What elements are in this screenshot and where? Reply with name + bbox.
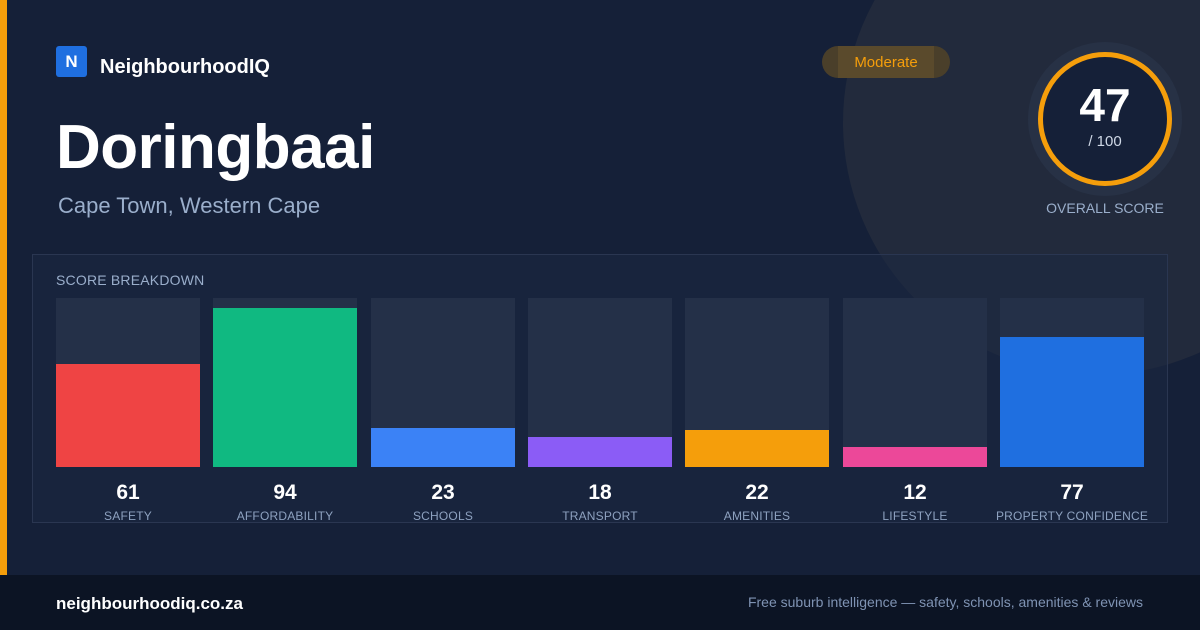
- bar-value-transport: 18: [588, 481, 612, 504]
- bar-label-amenities: AMENITIES: [723, 509, 791, 523]
- bar-track-schools: [371, 298, 515, 467]
- bar-label-transport: TRANSPORT: [562, 509, 638, 523]
- footer-tagline: Free suburb intelligence — safety, schoo…: [747, 594, 1143, 610]
- bar-track-safety: [56, 298, 200, 467]
- score-breakdown-title: SCORE BREAKDOWN: [56, 272, 205, 288]
- rating-badge: Moderate: [822, 46, 950, 78]
- bar-track-lifestyle: [843, 298, 987, 467]
- bar-fill-transport: [528, 437, 672, 467]
- bar-fill-property-confidence: [1000, 337, 1144, 467]
- bar-value-safety: 61: [116, 481, 140, 504]
- bar-label-lifestyle: LIFESTYLE: [882, 509, 948, 523]
- overall-score-denominator: / 100: [1088, 133, 1122, 150]
- logo-icon: N: [56, 46, 87, 77]
- bar-fill-schools: [371, 428, 515, 467]
- overall-score-label: OVERALL SCORE: [1046, 200, 1164, 216]
- footer: [0, 575, 1200, 630]
- accent-bar: [0, 0, 7, 575]
- bar-track-property-confidence: [1000, 298, 1144, 467]
- bar-fill-affordability: [213, 308, 357, 467]
- bar-value-schools: 23: [431, 481, 455, 504]
- bar-value-affordability: 94: [273, 481, 297, 504]
- logo-letter: N: [65, 51, 78, 71]
- bar-label-property-confidence: PROPERTY CONFIDENCE: [995, 509, 1149, 523]
- suburb-title: Doringbaai: [56, 113, 375, 182]
- bar-label-affordability: AFFORDABILITY: [236, 509, 334, 523]
- bar-value-lifestyle: 12: [903, 481, 927, 504]
- overall-score-value: 47: [1079, 79, 1131, 131]
- bar-track-affordability: [213, 298, 357, 467]
- rating-badge-label: Moderate: [854, 53, 918, 71]
- suburb-location: Cape Town, Western Cape: [58, 193, 321, 218]
- bar-value-amenities: 22: [745, 481, 769, 504]
- bar-track-amenities: [685, 298, 829, 467]
- footer-url[interactable]: neighbourhoodiq.co.za: [56, 594, 243, 613]
- bar-value-property-confidence: 77: [1060, 481, 1084, 504]
- score-breakdown-bars: 61 SAFETY 94 AFFORDABILITY 23 SCHOOLS 18 TRANSP…: [56, 298, 1149, 523]
- bar-fill-amenities: [685, 430, 829, 467]
- bar-fill-lifestyle: [843, 447, 987, 467]
- bar-label-safety: SAFETY: [104, 509, 152, 523]
- bar-track-transport: [528, 298, 672, 467]
- score-ring: [1038, 52, 1172, 186]
- bar-fill-safety: [56, 364, 200, 467]
- brand-name: NeighbourhoodIQ: [100, 56, 270, 78]
- bar-label-schools: SCHOOLS: [412, 509, 474, 523]
